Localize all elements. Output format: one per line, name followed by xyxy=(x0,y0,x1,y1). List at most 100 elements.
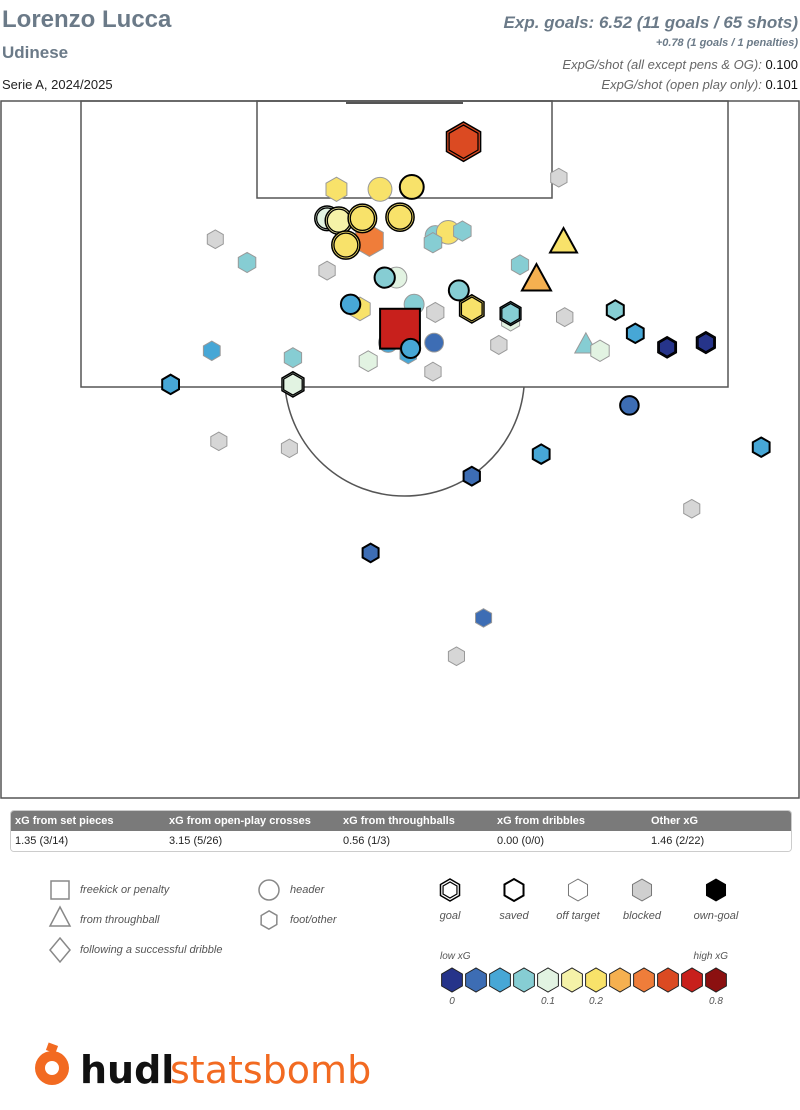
scale-high-label: high xG xyxy=(694,951,729,962)
shot-offtarget xyxy=(453,220,472,242)
summary-header-set-pieces: xG from set pieces xyxy=(15,815,114,827)
shot-saved xyxy=(161,373,180,396)
scale-swatch xyxy=(489,967,511,993)
summary-value-other: 1.46 (2/22) xyxy=(651,835,705,847)
scale-tick-0: 0 xyxy=(449,996,455,1007)
scale-swatch xyxy=(609,967,631,993)
shots-layer xyxy=(161,121,771,667)
square-icon xyxy=(50,880,70,900)
shot-map xyxy=(0,100,800,799)
legend-goal: goal xyxy=(440,910,461,922)
legend: freekick or penalty from throughball fol… xyxy=(48,877,739,1007)
shot-offtarget xyxy=(423,232,443,254)
shot-goal xyxy=(281,370,305,398)
bomb-icon xyxy=(35,1042,69,1085)
logo-text-statsbomb: statsbomb xyxy=(170,1048,370,1090)
blocked-icon xyxy=(631,878,653,902)
xg-per-shot-open: ExpG/shot (open play only): 0.101 xyxy=(601,77,798,92)
legend-blocked: blocked xyxy=(623,910,662,922)
scale-swatch xyxy=(441,967,463,993)
shot-goal xyxy=(657,335,678,359)
expected-goals-summary: Exp. goals: 6.52 (11 goals / 65 shots) xyxy=(503,13,798,32)
diamond-icon xyxy=(49,936,71,964)
xg-per-shot-all-value: 0.100 xyxy=(765,57,798,72)
shot-saved xyxy=(625,322,645,345)
shot-offtarget xyxy=(590,339,610,362)
shape-legend xyxy=(48,879,280,964)
summary-value-dribbles: 0.00 (0/0) xyxy=(497,835,545,847)
summary-header-other: Other xG xyxy=(651,815,699,827)
shot-blocked xyxy=(424,361,442,382)
legend-throughball: from throughball xyxy=(80,914,160,926)
shot-offtarget xyxy=(202,340,221,362)
hexagon-icon xyxy=(260,909,278,931)
shot-goal xyxy=(445,121,482,163)
shot-blocked xyxy=(447,646,465,667)
shot-goal xyxy=(695,330,716,355)
scale-swatch xyxy=(561,967,583,993)
saved-icon xyxy=(503,877,525,903)
summary-value-throughballs: 0.56 (1/3) xyxy=(343,835,391,847)
summary-value-set-pieces: 1.35 (3/14) xyxy=(15,835,69,847)
summary-header-throughballs: xG from throughballs xyxy=(343,815,455,827)
scale-swatch xyxy=(681,967,703,993)
penalty-arc xyxy=(284,386,525,497)
scale-tick-0.1: 0.1 xyxy=(541,996,555,1007)
shot-blocked xyxy=(426,301,445,323)
hudl-statsbomb-logo: hudl statsbomb xyxy=(35,1042,370,1090)
shot-offtarget xyxy=(283,347,303,369)
legend-saved: saved xyxy=(499,910,529,922)
triangle-icon xyxy=(48,905,72,927)
penalty-summary: +0.78 (1 goals / 1 penalties) xyxy=(655,37,798,49)
shot-saved xyxy=(398,174,425,200)
shot-offtarget xyxy=(237,251,257,274)
shot-offtarget xyxy=(358,350,378,373)
scale-tick-0.2: 0.2 xyxy=(589,996,603,1007)
shot-saved xyxy=(619,395,640,416)
legend-dribble: following a successful dribble xyxy=(80,944,222,956)
shot-saved xyxy=(548,225,579,254)
shot-saved xyxy=(400,337,422,359)
shot-offtarget xyxy=(475,608,493,628)
shot-goal xyxy=(347,203,378,234)
scale-low-label: low xG xyxy=(440,951,471,962)
legend-own-goal: own-goal xyxy=(694,910,739,922)
shot-saved xyxy=(379,307,421,350)
shot-saved xyxy=(447,279,470,302)
summary-header-crosses: xG from open-play crosses xyxy=(169,815,311,827)
shot-saved xyxy=(373,266,396,289)
legend-header: header xyxy=(290,884,326,896)
xg-per-shot-all-label: ExpG/shot (all except pens & OG): xyxy=(562,57,762,72)
shot-saved xyxy=(462,465,481,487)
own-goal-icon xyxy=(705,878,727,902)
scale-swatch xyxy=(465,967,487,993)
scale-swatch xyxy=(537,967,559,993)
circle-icon xyxy=(258,879,280,901)
scale-swatch xyxy=(633,967,655,993)
shot-saved xyxy=(520,261,553,292)
shot-goal xyxy=(331,230,361,260)
xg-per-shot-open-value: 0.101 xyxy=(765,77,798,92)
competition-label: Serie A, 2024/2025 xyxy=(2,77,113,92)
shot-saved xyxy=(361,542,380,564)
xg-per-shot-open-label: ExpG/shot (open play only): xyxy=(601,77,762,92)
shot-saved xyxy=(605,299,625,322)
shot-offtarget xyxy=(325,176,348,202)
shot-offtarget xyxy=(510,254,530,276)
shot-blocked xyxy=(206,229,224,250)
summary-header-row: xG from set pieces xG from open-play cro… xyxy=(11,811,791,831)
shot-blocked xyxy=(318,260,336,281)
summary-value-row: 1.35 (3/14) 3.15 (5/26) 0.56 (1/3) 0.00 … xyxy=(11,831,791,851)
legend-off-target: off target xyxy=(556,910,600,922)
scale-swatch xyxy=(513,967,535,993)
shot-saved xyxy=(531,443,551,465)
player-name: Lorenzo Lucca xyxy=(2,6,172,33)
xg-summary-table: xG from set pieces xG from open-play cro… xyxy=(10,810,792,852)
shot-blocked xyxy=(210,431,228,452)
six-yard-box xyxy=(256,100,553,199)
xg-color-scale xyxy=(441,967,727,993)
scale-swatch xyxy=(705,967,727,993)
shot-goal xyxy=(499,300,522,327)
outcome-legend xyxy=(439,877,727,903)
shot-offtarget xyxy=(367,176,393,202)
